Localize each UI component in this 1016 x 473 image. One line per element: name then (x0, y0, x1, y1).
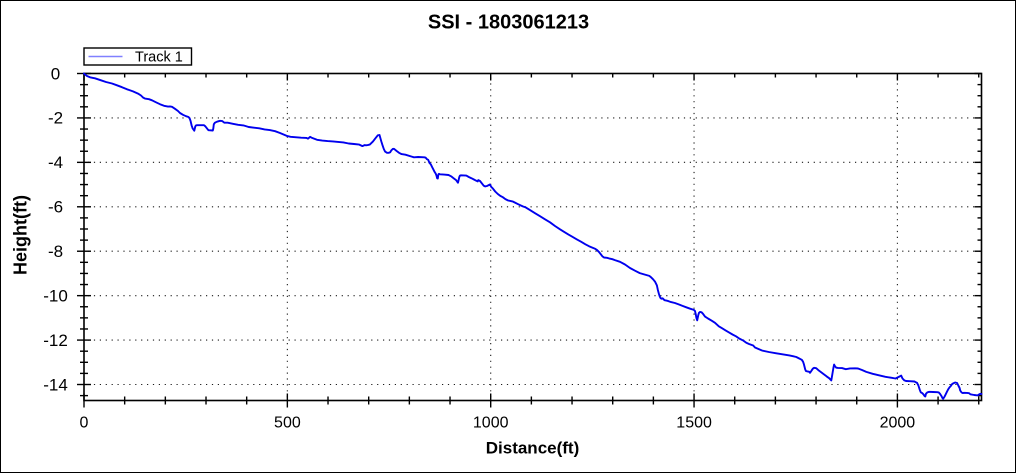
svg-text:500: 500 (274, 415, 301, 432)
svg-text:2000: 2000 (880, 415, 916, 432)
svg-text:-10: -10 (43, 286, 68, 305)
svg-text:-6: -6 (48, 198, 63, 217)
svg-text:-8: -8 (48, 242, 63, 261)
svg-text:SSI - 1803061213: SSI - 1803061213 (428, 12, 589, 34)
svg-text:-2: -2 (48, 109, 63, 128)
svg-text:-4: -4 (48, 153, 63, 172)
svg-text:Track 1: Track 1 (135, 50, 183, 66)
svg-text:Height(ft): Height(ft) (11, 195, 31, 275)
svg-text:1000: 1000 (473, 415, 509, 432)
svg-text:-12: -12 (43, 331, 68, 350)
svg-text:1500: 1500 (676, 415, 712, 432)
svg-text:0: 0 (80, 415, 89, 432)
svg-text:-14: -14 (43, 375, 68, 394)
svg-text:0: 0 (51, 64, 60, 83)
svg-text:Distance(ft): Distance(ft) (486, 439, 580, 458)
